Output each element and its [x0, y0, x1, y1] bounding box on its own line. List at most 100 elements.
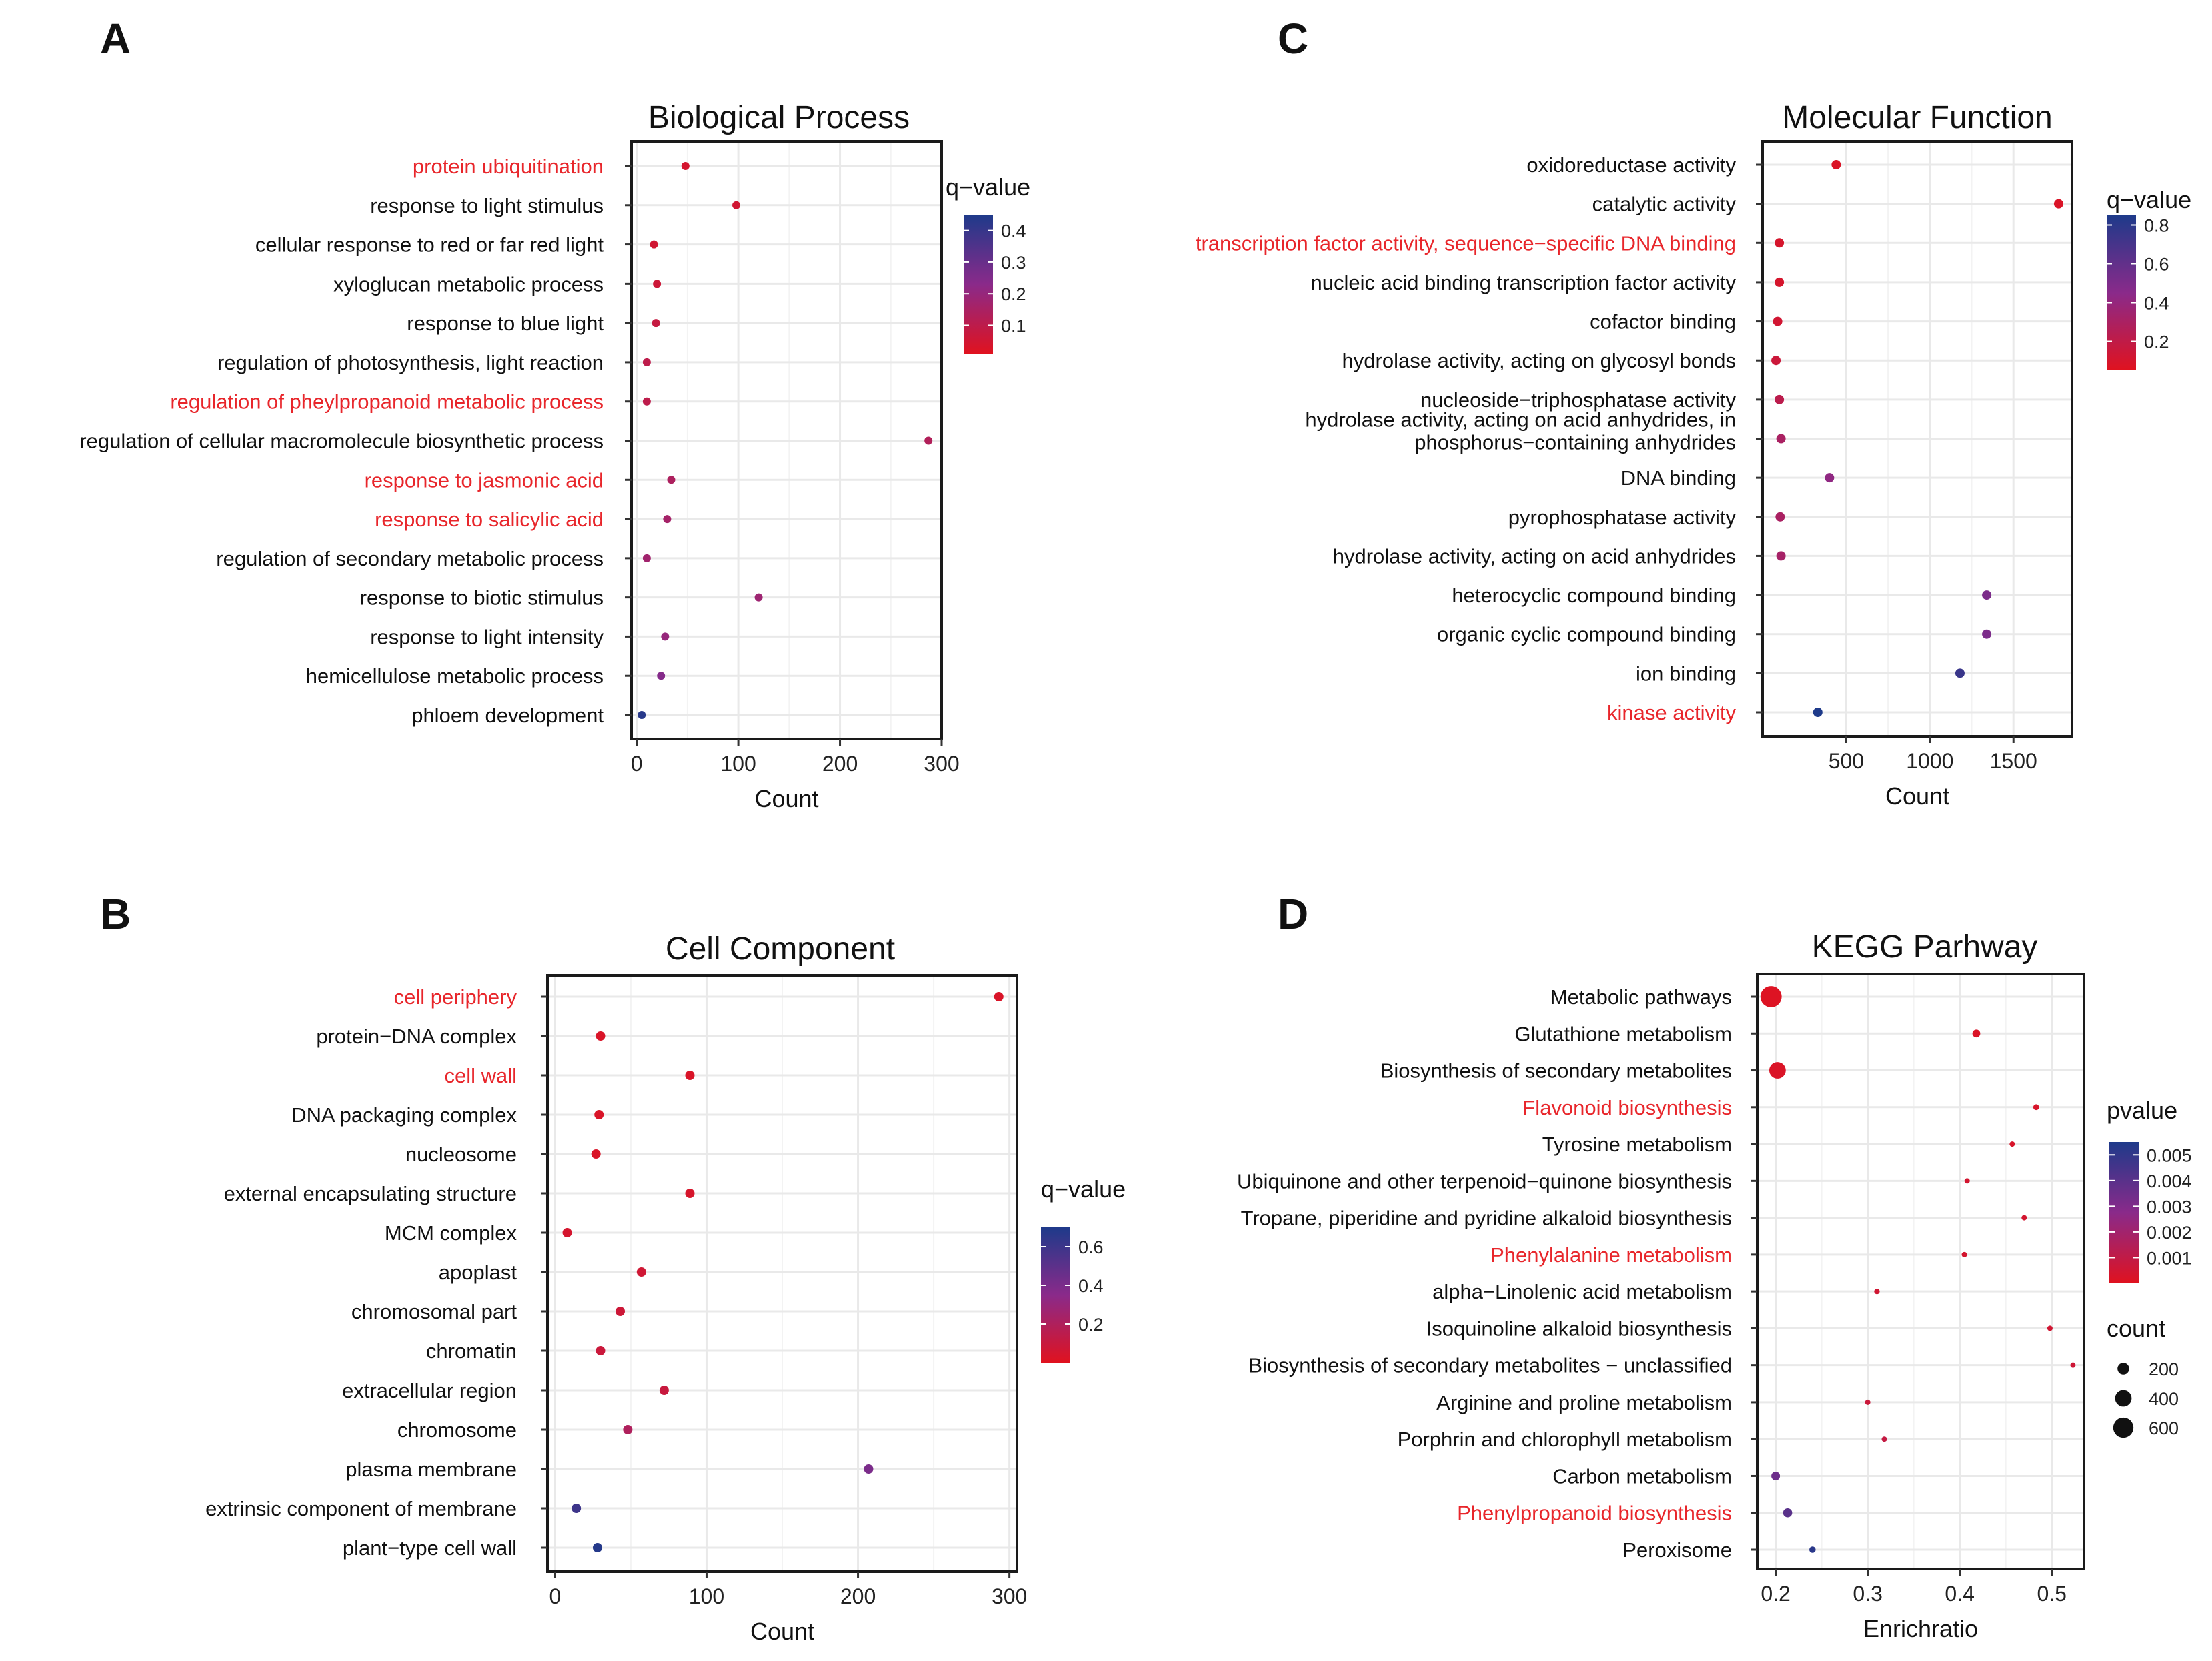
category-label: hydrolase activity, acting on acid anhyd… [1305, 408, 1736, 432]
data-point [1964, 1178, 1970, 1184]
category-label: MCM complex [385, 1221, 517, 1245]
color-bar-label: 0.6 [1078, 1237, 1104, 1257]
x-tick-label: 500 [1829, 749, 1864, 773]
x-tick-label: 300 [992, 1584, 1027, 1608]
category-label-line2: phosphorus−containing anhydrides [1414, 431, 1736, 454]
color-bar-label: 0.005 [2147, 1145, 2192, 1165]
category-label: organic cyclic compound binding [1437, 623, 1736, 646]
category-label: extrinsic component of membrane [205, 1497, 517, 1520]
x-tick-label: 0.5 [2037, 1582, 2066, 1606]
x-tick-label: 0 [549, 1584, 561, 1608]
x-axis-label: Count [754, 785, 818, 812]
color-bar-label: 0.6 [2144, 255, 2169, 275]
data-point [1825, 473, 1835, 483]
category-label: cell periphery [394, 985, 517, 1009]
data-point [1771, 356, 1781, 366]
data-point [1760, 986, 1782, 1007]
data-point [754, 593, 763, 602]
data-point [616, 1307, 626, 1316]
data-point [1874, 1288, 1880, 1295]
category-label: regulation of cellular macromolecule bio… [79, 430, 604, 453]
category-label: extracellular region [342, 1379, 517, 1402]
chart-title: Molecular Function [1782, 100, 2053, 135]
category-label: Ubiquinone and other terpenoid−quinone b… [1237, 1169, 1732, 1193]
data-point [591, 1149, 601, 1159]
x-axis-label: Count [1885, 782, 1949, 810]
category-label: response to blue light [407, 312, 604, 335]
data-point [1831, 160, 1841, 169]
data-point [663, 515, 672, 524]
data-point [2053, 199, 2063, 209]
category-label: Peroxisome [1622, 1538, 1732, 1562]
data-point [1972, 1029, 1981, 1038]
color-bar-label: 0.4 [2144, 294, 2169, 314]
data-point [994, 992, 1004, 1001]
color-bar-label: 0.003 [2147, 1197, 2192, 1217]
color-bar-label: 0.2 [1001, 284, 1026, 304]
x-tick-label: 1500 [1990, 749, 2037, 773]
data-point [661, 632, 670, 641]
category-label: Metabolic pathways [1550, 985, 1732, 1009]
color-bar-label: 0.4 [1001, 221, 1026, 241]
plot-frame [546, 974, 1018, 1573]
size-legend-label: 600 [2149, 1418, 2179, 1438]
category-label: DNA binding [1621, 466, 1736, 490]
category-label: Glutathione metabolism [1514, 1022, 1732, 1045]
color-bar [1041, 1227, 1070, 1363]
category-label: nucleosome [405, 1143, 517, 1166]
color-bar-label: 0.8 [2144, 216, 2169, 236]
data-point [1783, 1508, 1793, 1518]
data-point [1881, 1436, 1887, 1442]
data-point [1982, 590, 1992, 600]
data-point [642, 397, 651, 406]
color-bar [964, 215, 993, 354]
data-point [1773, 316, 1783, 326]
panel-letter: A [100, 15, 131, 63]
data-point [2033, 1104, 2039, 1111]
category-label: regulation of photosynthesis, light reac… [217, 351, 604, 374]
legend-title: q−value [1041, 1175, 1126, 1203]
color-bar-label: 0.4 [1078, 1276, 1104, 1296]
category-label: response to jasmonic acid [365, 468, 604, 492]
category-label: Arginine and proline metabolism [1436, 1391, 1732, 1414]
data-point [685, 1189, 695, 1198]
category-label: Tropane, piperidine and pyridine alkaloi… [1241, 1207, 1732, 1230]
data-point [1775, 277, 1785, 287]
category-label: Phenylalanine metabolism [1490, 1243, 1732, 1267]
panel-letter: D [1278, 890, 1308, 938]
color-bar [2107, 215, 2136, 370]
category-label: pyrophosphatase activity [1508, 506, 1737, 529]
category-label: regulation of pheylpropanoid metabolic p… [170, 390, 604, 414]
color-bar-label: 0.1 [1001, 316, 1026, 336]
data-point [732, 201, 741, 209]
category-label: response to biotic stimulus [360, 586, 604, 610]
x-tick-label: 0 [631, 752, 643, 776]
data-point [685, 1071, 695, 1080]
data-point [659, 1386, 669, 1395]
x-tick-label: 200 [840, 1584, 876, 1608]
size-legend-label: 200 [2149, 1359, 2179, 1379]
data-point [1955, 668, 1965, 678]
data-point [1809, 1546, 1816, 1553]
category-label: plasma membrane [345, 1458, 517, 1481]
category-label: alpha−Linolenic acid metabolism [1432, 1280, 1732, 1303]
data-point [653, 280, 662, 288]
data-point [596, 1031, 606, 1041]
category-label: hemicellulose metabolic process [306, 664, 604, 688]
category-label: kinase activity [1607, 701, 1736, 724]
x-tick-label: 0.3 [1853, 1582, 1882, 1606]
category-label: Tyrosine metabolism [1542, 1133, 1732, 1156]
chart-title: KEGG Parhway [1812, 929, 2038, 965]
color-bar-label: 0.001 [2147, 1248, 2192, 1268]
legend-title: q−value [946, 173, 1030, 201]
category-label: chromosome [397, 1418, 517, 1442]
color-bar-label: 0.002 [2147, 1223, 2192, 1243]
category-label: chromatin [426, 1339, 517, 1363]
category-label: nucleic acid binding transcription facto… [1310, 271, 1736, 294]
category-label: Isoquinoline alkaloid biosynthesis [1426, 1317, 1732, 1340]
data-point [642, 358, 651, 366]
data-point [2047, 1325, 2053, 1331]
data-point [2021, 1215, 2027, 1221]
panel-a: A Biological Process 0 100 200 300 Count protei… [79, 15, 1030, 812]
